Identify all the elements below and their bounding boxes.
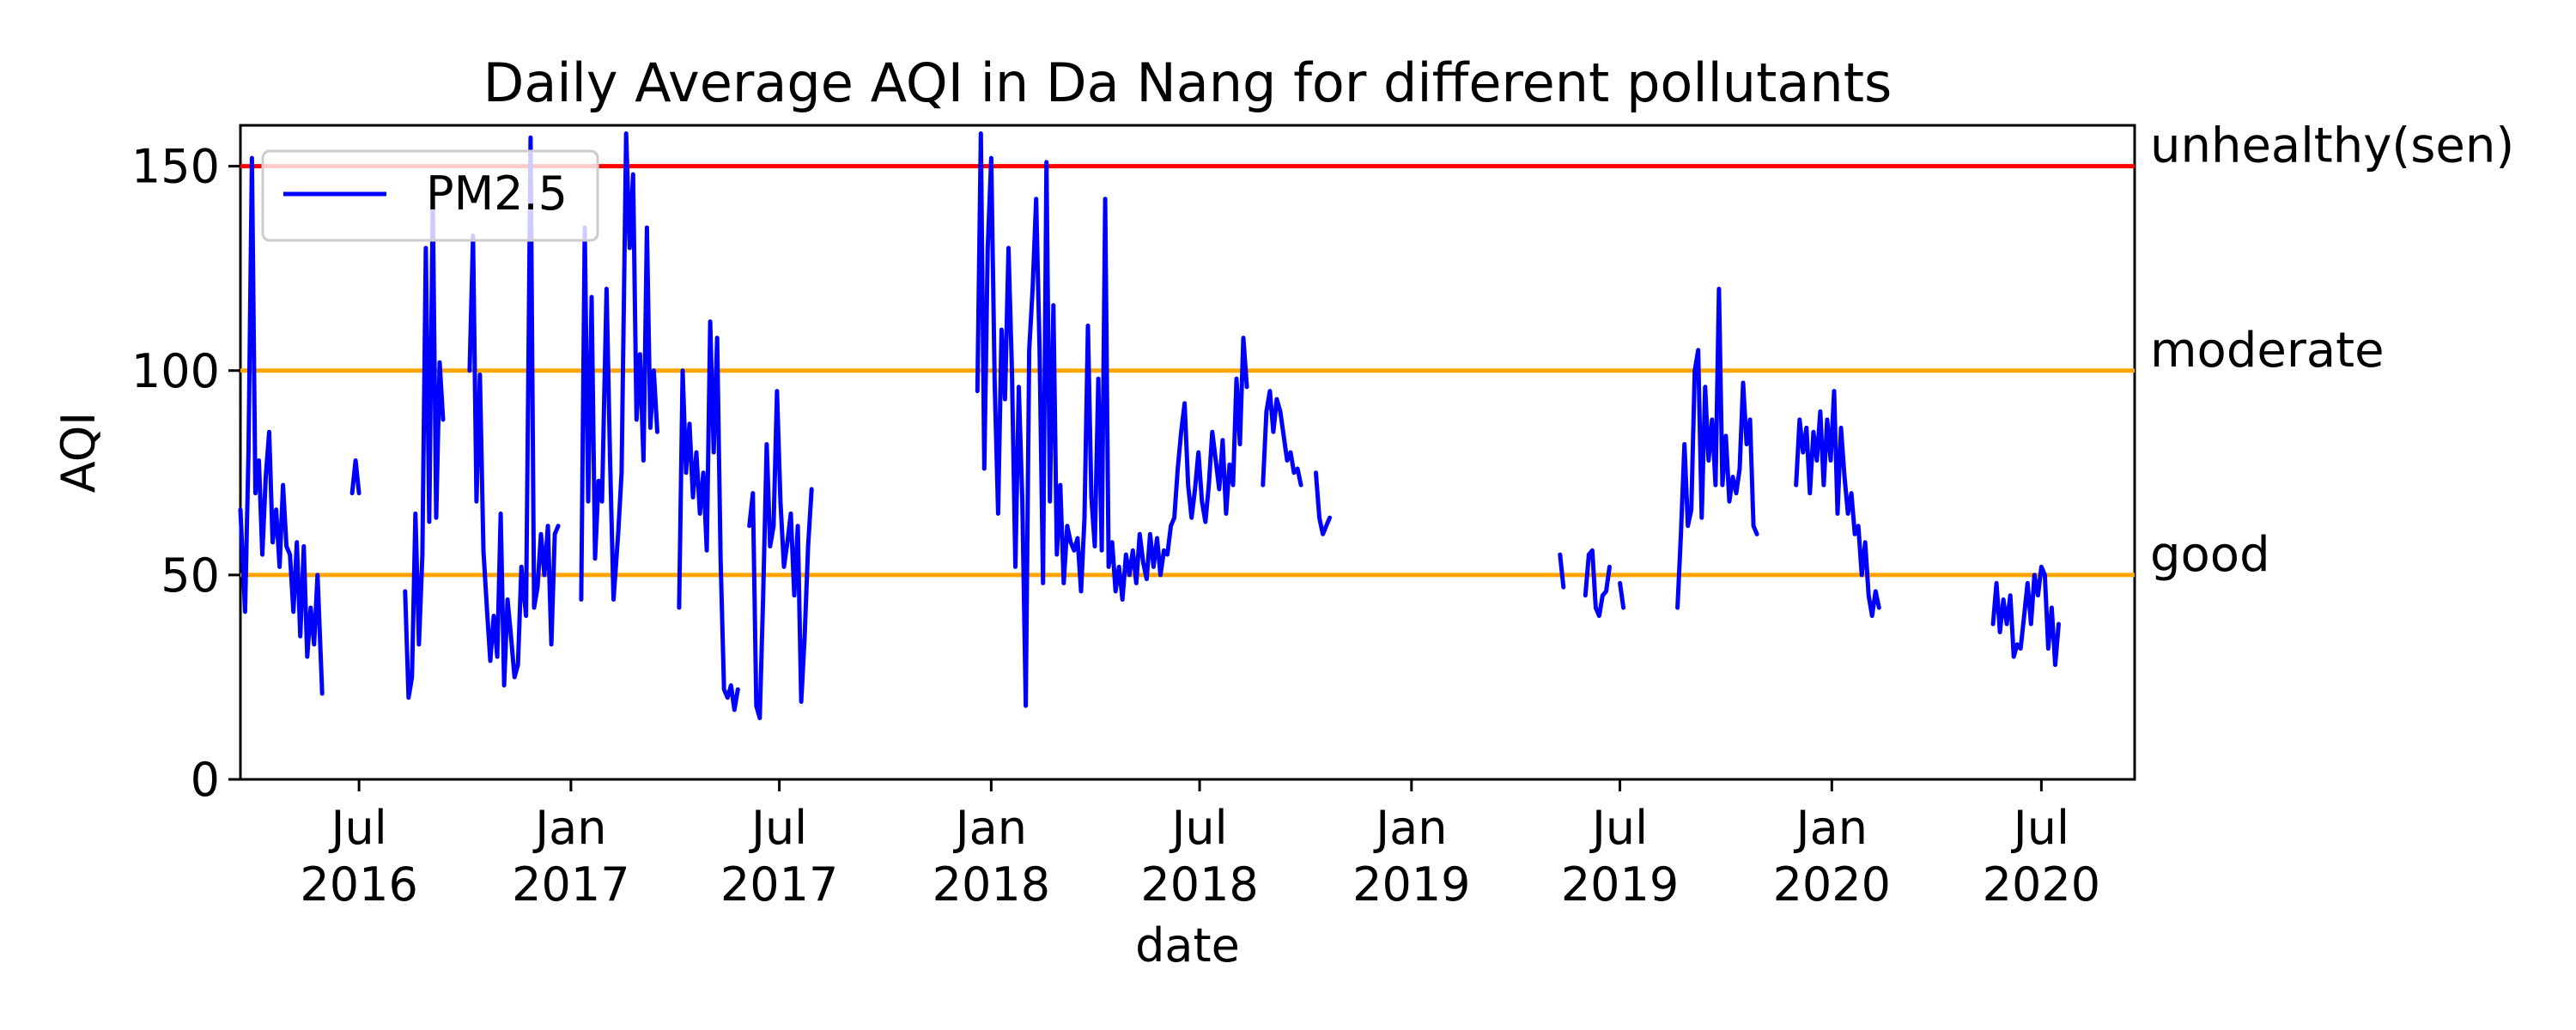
reference-line-label-0: unhealthy(sen) [2150, 118, 2514, 174]
series-pm25-segment-0 [238, 155, 325, 696]
plot-area-frame [239, 124, 2136, 781]
series-pm25-segment-8 [1261, 389, 1303, 488]
x-axis-label: date [1135, 918, 1240, 972]
series-pm25-segment-6 [747, 389, 814, 721]
series-pm25-segment-10 [1558, 552, 1566, 590]
x-tick-label-1: Jan 2017 [512, 801, 629, 912]
x-tick-label-4: Jul 2018 [1140, 801, 1258, 912]
y-axis-ticks: 0 50 100 150 [131, 140, 240, 807]
series-pm25-segment-9 [1314, 470, 1333, 536]
legend: PM2.5 [261, 149, 599, 242]
y-tick-label-0: 0 [191, 753, 220, 807]
y-tick-label-50: 50 [161, 548, 220, 603]
reference-line-label-2: good [2150, 527, 2270, 583]
series-pm25-segment-2 [403, 197, 446, 700]
reference-lines: unhealthy(sen) moderate good [240, 118, 2514, 583]
legend-box [261, 149, 599, 242]
y-tick-label-100: 100 [131, 344, 220, 398]
series-pm25-segment-1 [349, 458, 361, 496]
series-pm25-segment-12 [1618, 580, 1626, 610]
x-tick-label-7: Jan 2020 [1773, 801, 1891, 912]
series-pm25-segment-3 [467, 135, 561, 688]
y-axis-label: AQI [52, 412, 106, 493]
y-tick-label-150: 150 [131, 140, 220, 194]
x-tick-label-0: Jul 2016 [300, 801, 417, 912]
x-axis-ticks: Jul 2016 Jan 2017 Jul 2017 Jan 2018 Jul 2018 Jan 20… [300, 779, 2100, 912]
series-layer [238, 131, 2061, 721]
series-pm25-segment-15 [1990, 564, 2061, 668]
x-tick-label-3: Jan 2018 [933, 801, 1050, 912]
x-tick-label-8: Jul 2020 [1983, 801, 2100, 912]
series-pm25-segment-4 [579, 131, 659, 602]
series-pm25-segment-7 [975, 131, 1249, 708]
series-pm25-segment-5 [677, 319, 740, 712]
x-tick-label-2: Jul 2017 [720, 801, 838, 912]
series-pm25-segment-14 [1794, 389, 1881, 618]
legend-label-pm25: PM2.5 [426, 167, 568, 221]
series-pm25-segment-13 [1675, 287, 1759, 610]
reference-line-label-1: moderate [2150, 323, 2385, 379]
series-pm25-segment-11 [1583, 548, 1612, 618]
chart-title: Daily Average AQI in Da Nang for differe… [483, 52, 1893, 114]
x-tick-label-6: Jul 2019 [1561, 801, 1679, 912]
x-tick-label-5: Jan 2019 [1352, 801, 1470, 912]
